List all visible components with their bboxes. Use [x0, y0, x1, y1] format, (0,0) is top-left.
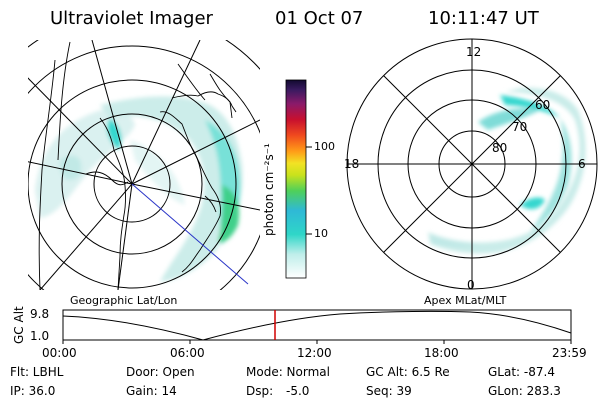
colorbar-label-10: 10 — [314, 227, 328, 240]
satellite-ground-track — [131, 183, 249, 285]
apex-projection-label: Apex MLat/MLT — [424, 294, 507, 307]
altitude-strip — [62, 309, 572, 344]
geographic-image — [28, 40, 260, 290]
altitude-axis-title: GC Alt — [12, 306, 26, 344]
geographic-longitude-status: GLon: 283.3 — [488, 384, 561, 398]
mlat-label-80: 80 — [492, 141, 508, 155]
observation-time: 10:11:47 UT — [428, 8, 539, 29]
altitude-x-ticks — [62, 340, 572, 344]
mode-status: Mode: Normal — [246, 365, 330, 379]
door-status: Door: Open — [126, 365, 195, 379]
time-tick-0600: 06:00 — [170, 346, 205, 360]
observation-date: 01 Oct 07 — [275, 8, 364, 29]
mlt-label-18: 18 — [344, 157, 360, 171]
mlt-label-12: 12 — [466, 45, 482, 59]
colorbar-unit-label: photon cm⁻²s⁻¹ — [262, 143, 276, 236]
polar-mlt-spokes — [347, 39, 597, 289]
aurora-emission-polar — [428, 87, 586, 254]
geographic-projection-label: Geographic Lat/Lon — [70, 294, 178, 307]
gc-altitude-status: GC Alt: 6.5 Re — [366, 365, 450, 379]
mlat-label-60: 60 — [535, 98, 551, 112]
altitude-tick-1-0: 1.0 — [30, 329, 50, 343]
sequence-status: Seq: 39 — [366, 384, 412, 398]
colorbar-label-100: 100 — [314, 140, 335, 153]
time-tick-0000: 00:00 — [42, 346, 77, 360]
dsp-value: -5.0 — [286, 384, 310, 398]
polar-mlt-plot — [346, 38, 598, 290]
dsp-label: Dsp: — [246, 384, 274, 398]
geographic-latitude-status: GLat: -87.4 — [488, 365, 555, 379]
mlat-label-70: 70 — [512, 120, 528, 134]
geographic-latitude-circles — [28, 40, 260, 290]
ip-status: IP: 36.0 — [10, 384, 56, 398]
time-tick-1800: 18:00 — [424, 346, 459, 360]
mlt-label-0: 0 — [467, 278, 475, 292]
time-tick-1200: 12:00 — [297, 346, 332, 360]
color-scale-bar — [285, 79, 312, 279]
gain-status: Gain: 14 — [126, 384, 177, 398]
time-tick-2359: 23:59 — [552, 346, 587, 360]
altitude-tick-9-8: 9.8 — [30, 307, 50, 321]
altitude-curve — [62, 310, 572, 341]
filter-status: Flt: LBHL — [10, 365, 64, 379]
coastlines — [38, 41, 237, 290]
instrument-title: Ultraviolet Imager — [50, 8, 213, 29]
mlt-label-6: 6 — [578, 157, 586, 171]
